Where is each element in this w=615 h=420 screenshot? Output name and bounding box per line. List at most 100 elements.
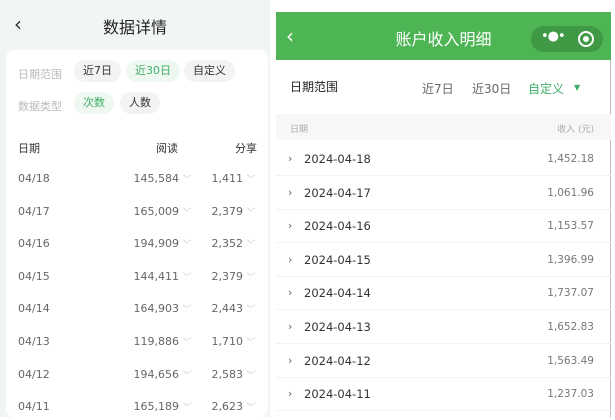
row-share: 2,379 ﹀ <box>211 204 254 218</box>
row-date: 2024-04-16 <box>304 219 371 234</box>
row-income: 1,452.18 <box>547 153 594 165</box>
chevron-right-icon[interactable]: › <box>288 286 293 300</box>
chevron-down-icon[interactable]: ﹀ <box>180 272 190 283</box>
option-30-days[interactable]: 近30日 <box>472 82 512 96</box>
table-row[interactable]: › 2024-04-16 1,153.57 <box>276 210 611 244</box>
row-share: 2,379 ﹀ <box>211 269 254 283</box>
chevron-down-icon[interactable]: ﹀ <box>244 207 254 218</box>
table-row: 04/12 194,656 ﹀ 2,583 ﹀ <box>6 368 268 388</box>
table-row[interactable]: › 2024-04-14 1,737.07 <box>276 277 611 311</box>
chip-custom[interactable]: 自定义 <box>184 60 235 82</box>
chevron-right-icon[interactable]: › <box>288 252 293 266</box>
option-7-days[interactable]: 近7日 <box>422 82 454 96</box>
row-share: 2,623 ﹀ <box>211 400 254 414</box>
row-read: 194,656 ﹀ <box>133 367 190 381</box>
chip-count[interactable]: 次数 <box>74 92 114 114</box>
chevron-down-icon[interactable]: ﹀ <box>180 240 190 251</box>
chevron-right-icon[interactable]: › <box>288 185 293 199</box>
more-icon[interactable]: •●• <box>541 29 566 44</box>
row-read: 165,009 ﹀ <box>133 204 190 218</box>
data-type-label: 数据类型 <box>18 100 62 113</box>
table-row: 04/14 164,903 ﹀ 2,443 ﹀ <box>6 302 268 322</box>
table-row: 04/11 165,189 ﹀ 2,623 ﹀ <box>6 400 268 420</box>
close-circle-icon[interactable] <box>578 31 594 47</box>
col-date: 日期 <box>18 142 40 155</box>
table-row[interactable]: › 2024-04-11 1,237.03 <box>276 378 611 412</box>
option-custom[interactable]: 自定义 <box>528 82 565 96</box>
row-income: 1,396.99 <box>547 253 594 266</box>
row-income: 1,237.03 <box>547 388 594 401</box>
table-row: 04/17 165,009 ﹀ 2,379 ﹀ <box>6 205 268 225</box>
chevron-down-icon[interactable]: ﹀ <box>244 240 254 251</box>
dropdown-icon[interactable]: ▼ <box>574 83 581 92</box>
chevron-down-icon[interactable]: ﹀ <box>180 370 190 381</box>
chip-7-days[interactable]: 近7日 <box>74 60 121 82</box>
chevron-down-icon[interactable]: ﹀ <box>180 305 190 316</box>
col-income: 收入 (元) <box>557 125 594 135</box>
col-date: 日期 <box>290 125 309 135</box>
row-read: 144,411 ﹀ <box>133 269 190 283</box>
chip-30-days[interactable]: 近30日 <box>126 60 180 82</box>
chevron-down-icon[interactable]: ﹀ <box>180 403 190 414</box>
chevron-right-icon[interactable]: › <box>288 152 293 165</box>
col-read[interactable]: 阅读 <box>156 142 178 155</box>
row-read: 119,886 ﹀ <box>133 335 190 348</box>
table-row: 04/18 145,584 ﹀ 1,411 ﹀ <box>6 172 268 192</box>
date-range-label: 日期范围 <box>290 80 339 94</box>
row-date: 04/15 <box>18 269 50 283</box>
back-icon[interactable]: ‹ <box>14 12 22 36</box>
data-card: 日期范围 近7日 近30日 自定义 数据类型 次数 人数 <box>6 50 268 417</box>
row-date: 2024-04-13 <box>304 320 371 334</box>
row-read: 165,189 ﹀ <box>133 400 190 414</box>
row-share: 1,411 ﹀ <box>211 172 254 185</box>
table-row[interactable]: › 2024-04-13 1,652.83 <box>276 311 611 344</box>
row-date: 2024-04-12 <box>304 353 371 368</box>
row-date: 2024-04-14 <box>304 286 371 301</box>
back-icon[interactable]: ‹ <box>286 24 294 48</box>
table-header: 日期 收入 (元) <box>276 114 611 140</box>
table-row: 04/16 194,909 ﹀ 2,352 ﹀ <box>6 237 268 257</box>
chevron-down-icon[interactable]: ﹀ <box>244 305 254 316</box>
right-header: ‹ 账户收入明细 •●• <box>276 12 611 60</box>
row-income: 1,153.57 <box>547 220 594 233</box>
page-title: 数据详情 <box>102 18 167 37</box>
row-date: 04/18 <box>18 172 50 185</box>
table-row[interactable]: › 2024-04-18 1,452.18 <box>276 143 611 176</box>
chevron-down-icon[interactable]: ﹀ <box>244 370 254 381</box>
chevron-right-icon[interactable]: › <box>288 353 293 367</box>
row-share: 2,583 ﹀ <box>211 367 254 381</box>
row-date: 04/13 <box>18 335 50 348</box>
row-date: 04/14 <box>18 302 50 316</box>
row-date: 2024-04-11 <box>304 387 371 402</box>
page-title: 账户收入明细 <box>395 30 492 49</box>
left-header: ‹ 数据详情 <box>0 10 270 50</box>
chip-people[interactable]: 人数 <box>120 92 160 114</box>
account-income-panel: ‹ 账户收入明细 •●• 日期范围 近7日 近30日 自定义 ▼ 日期 收入 (… <box>276 12 611 417</box>
chevron-down-icon[interactable]: ﹀ <box>244 338 254 348</box>
miniprogram-capsule: •●• <box>531 26 603 52</box>
row-date: 2024-04-15 <box>304 252 371 267</box>
row-income: 1,563.49 <box>547 354 594 367</box>
row-share: 2,443 ﹀ <box>211 302 254 316</box>
table-row[interactable]: › 2024-04-17 1,061.96 <box>276 177 611 210</box>
row-read: 164,903 ﹀ <box>133 302 190 316</box>
row-date: 04/12 <box>18 367 50 381</box>
chevron-down-icon[interactable]: ﹀ <box>180 338 190 348</box>
chevron-down-icon[interactable]: ﹀ <box>244 272 254 283</box>
col-share[interactable]: 分享 <box>235 142 257 155</box>
date-range-label: 日期范围 <box>18 68 62 81</box>
row-income: 1,652.83 <box>547 321 594 333</box>
row-date: 2024-04-17 <box>304 185 371 200</box>
chevron-down-icon[interactable]: ﹀ <box>244 403 254 414</box>
table-row[interactable]: › 2024-04-12 1,563.49 <box>276 345 611 378</box>
chevron-right-icon[interactable]: › <box>288 219 293 233</box>
chevron-down-icon[interactable]: ﹀ <box>180 207 190 218</box>
table-row: 04/13 119,886 ﹀ 1,710 ﹀ <box>6 335 268 355</box>
row-share: 1,710 ﹀ <box>211 335 254 348</box>
chevron-right-icon[interactable]: › <box>288 387 293 401</box>
chevron-down-icon[interactable]: ﹀ <box>244 175 254 185</box>
chevron-right-icon[interactable]: › <box>288 320 293 333</box>
chevron-down-icon[interactable]: ﹀ <box>180 175 190 185</box>
row-share: 2,352 ﹀ <box>211 237 254 251</box>
table-row[interactable]: › 2024-04-15 1,396.99 <box>276 244 611 277</box>
